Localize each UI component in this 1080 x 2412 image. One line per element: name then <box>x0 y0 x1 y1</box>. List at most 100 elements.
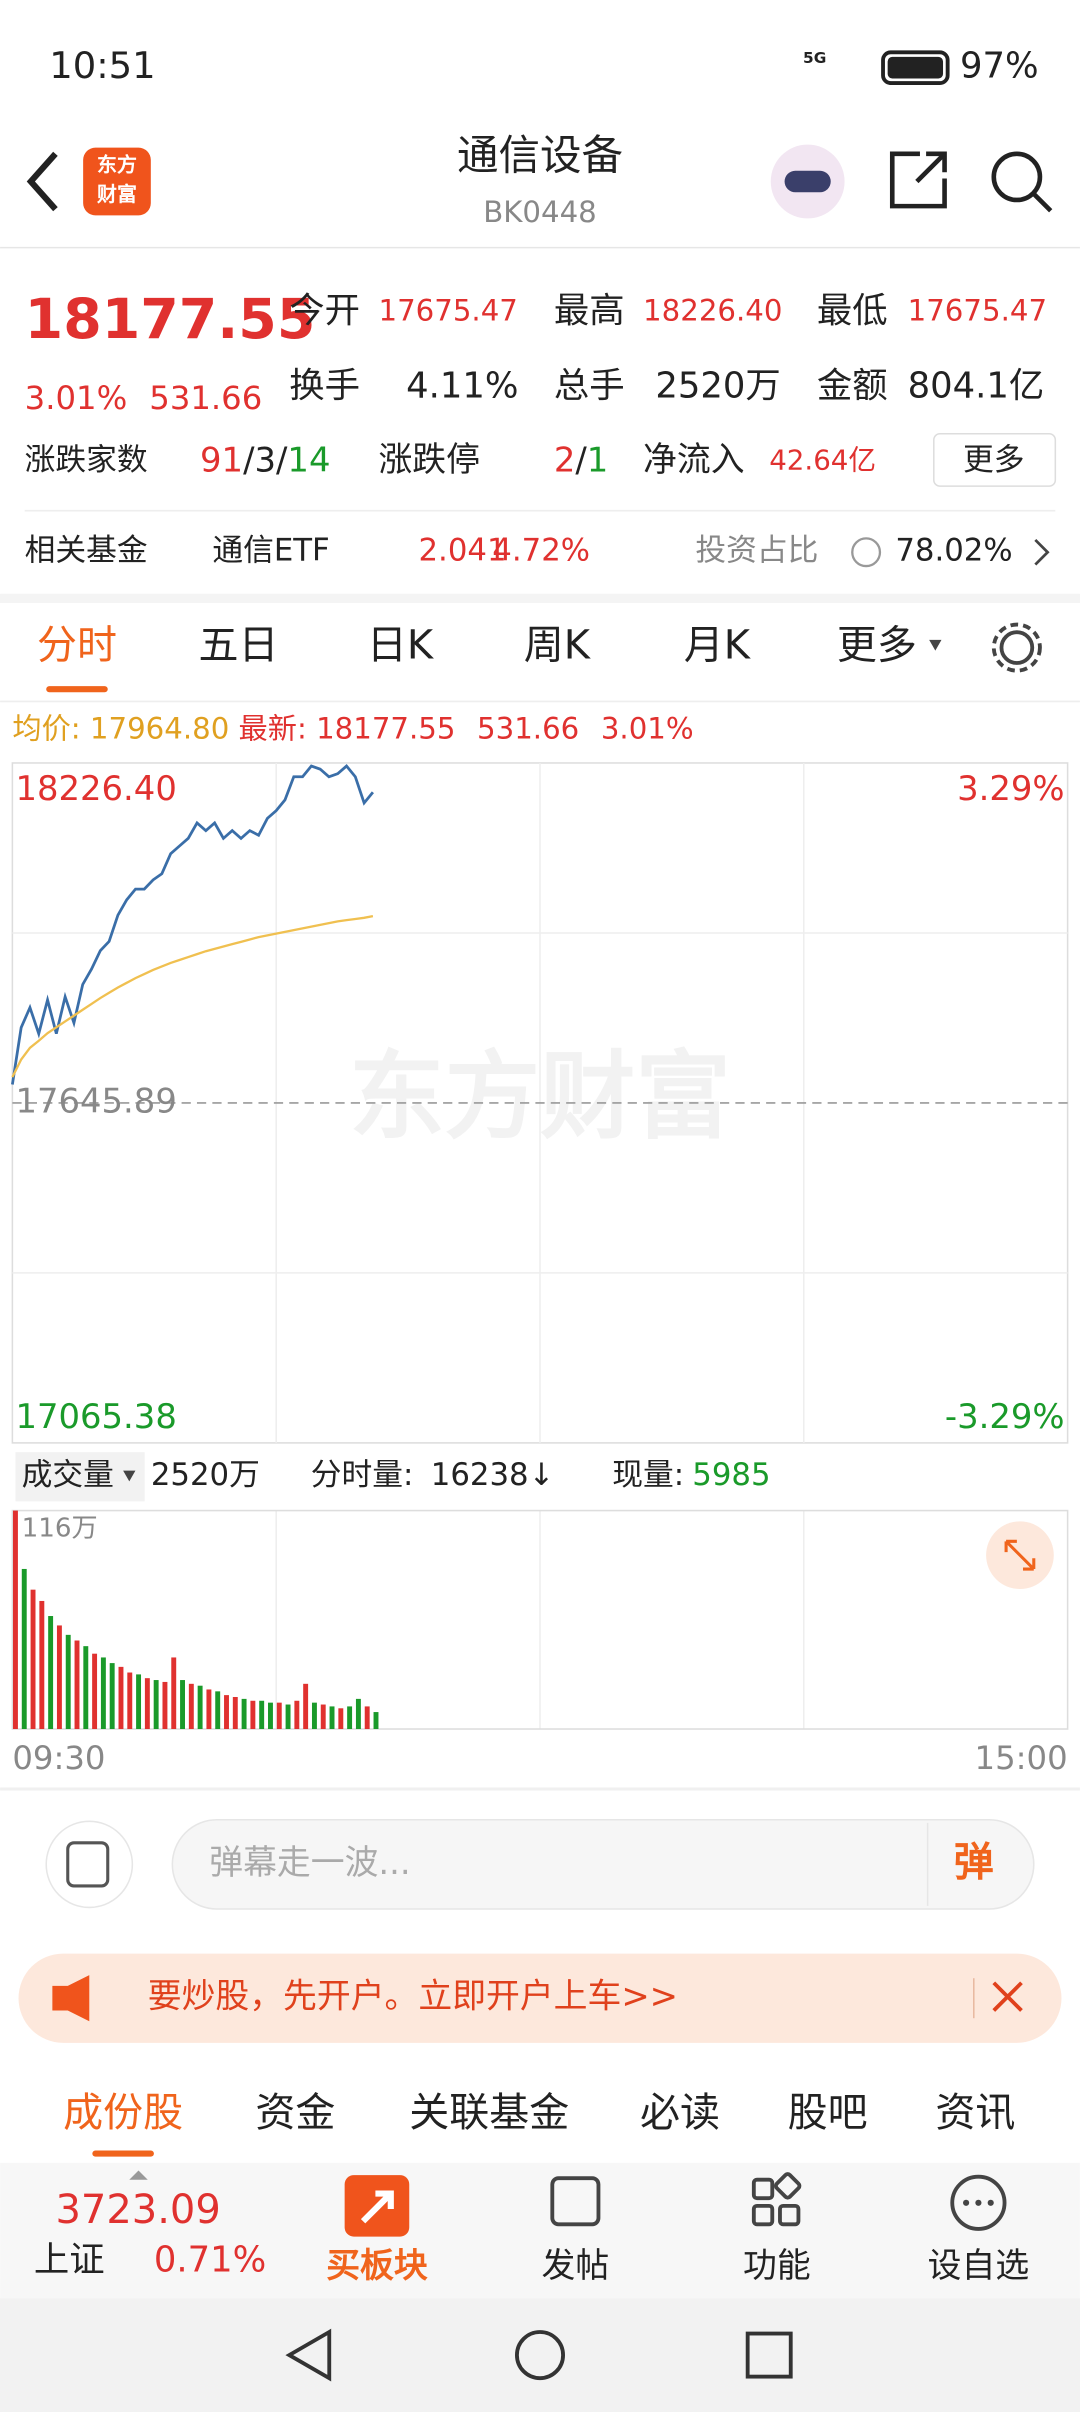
danmaku-toggle[interactable] <box>45 1820 134 1909</box>
bottom-tab[interactable]: 必读 <box>640 2090 720 2136</box>
y2-tick-label: -3.29% <box>945 1397 1065 1436</box>
index-name: 上证 <box>34 2239 105 2280</box>
volume-bar <box>153 1680 159 1730</box>
fund-name[interactable]: 通信ETF <box>212 533 329 569</box>
volume-total: 2520万 <box>151 1457 260 1493</box>
comment-input[interactable] <box>171 1818 1035 1910</box>
nav-item[interactable]: 功能 <box>743 2246 811 2285</box>
volume-label: 成交量 <box>22 1457 114 1493</box>
volume-bar <box>373 1712 379 1730</box>
danmaku-send[interactable]: 弹 <box>954 1839 994 1885</box>
volume-bar <box>92 1653 98 1730</box>
fund-ratio-label: 投资占比 <box>695 533 818 569</box>
limit-up: 2 <box>554 440 576 479</box>
bottom-tab[interactable]: 关联基金 <box>409 2090 569 2136</box>
volume-bar <box>144 1678 150 1730</box>
volume-chart: 116万 09:30 15:00 <box>12 1510 1068 1777</box>
y-tick-label: 18226.40 <box>15 769 176 808</box>
y-tick-label: 116万 <box>22 1514 98 1544</box>
share-button[interactable] <box>889 151 947 209</box>
help-icon[interactable] <box>851 537 882 568</box>
avg-label: 均价: <box>12 712 80 746</box>
volume-bar <box>109 1663 115 1730</box>
settings-teeth <box>991 622 1042 673</box>
back-button[interactable] <box>26 151 58 212</box>
volume-bar <box>65 1634 71 1730</box>
expand-icon <box>1004 1539 1036 1571</box>
status-battery: 97% <box>960 46 1039 87</box>
func-icon <box>751 2172 802 2227</box>
watchlist-icon <box>950 2174 1007 2231</box>
chart-tab[interactable]: 更多 <box>837 623 917 669</box>
watermark: 东方财富 <box>349 1041 730 1152</box>
chart-tab[interactable]: 周K <box>524 623 592 669</box>
chart-tab[interactable]: 日K <box>367 623 435 669</box>
last-change: 531.66 <box>477 712 579 746</box>
buy-sector-arrow <box>360 2190 394 2224</box>
nav-back[interactable] <box>285 2328 332 2382</box>
volume-bar <box>206 1689 212 1730</box>
price-line <box>11 764 374 1085</box>
volume-frame <box>11 1509 1069 1730</box>
megaphone-icon <box>52 1975 90 2022</box>
bottom-tab[interactable]: 成份股 <box>63 2090 183 2136</box>
volume-bar <box>294 1700 300 1730</box>
index-value: 3723.09 <box>55 2187 220 2233</box>
chart-tab[interactable]: 月K <box>684 623 752 669</box>
danmaku-icon <box>66 1841 110 1888</box>
field-value: 804.1亿 <box>908 366 1045 407</box>
nav-item[interactable]: 发帖 <box>542 2246 610 2285</box>
field-value: 2520万 <box>655 366 780 407</box>
nav-item[interactable]: 买板块 <box>326 2246 428 2285</box>
settings-button[interactable] <box>999 630 1035 665</box>
quote-price: 18177.55 <box>25 288 316 352</box>
quote-change: 531.66 <box>149 379 262 417</box>
banner-close[interactable] <box>992 1981 1023 2012</box>
field-label: 金额 <box>817 366 888 407</box>
chevron <box>1034 538 1050 566</box>
battery-icon <box>881 50 950 85</box>
volume-bar <box>21 1568 27 1730</box>
search-button[interactable] <box>991 151 1043 203</box>
chart-tab[interactable]: 五日 <box>199 623 279 669</box>
volume-bar <box>250 1700 256 1730</box>
volume-bar <box>136 1674 142 1730</box>
now-label: 现量: <box>612 1457 684 1493</box>
volume-bar <box>171 1657 177 1730</box>
x-tick-label: 09:30 <box>12 1739 105 1777</box>
status-network: 5G <box>803 49 826 67</box>
separator: / <box>575 440 587 479</box>
volume-selector[interactable] <box>15 1452 145 1502</box>
nav-recent[interactable] <box>745 2331 793 2379</box>
volume-bar <box>320 1704 326 1730</box>
logo[interactable] <box>83 147 151 216</box>
bottom-tab[interactable]: 股吧 <box>788 2090 868 2136</box>
page-title: 通信设备 <box>457 130 623 179</box>
last-value: 18177.55 <box>316 712 455 746</box>
volume-bar <box>39 1600 45 1730</box>
separator: / <box>243 440 255 479</box>
more-button[interactable] <box>933 433 1057 487</box>
price-chart: 18226.40 17645.89 17065.38 3.29% -3.29% <box>11 764 1068 1436</box>
quote-change-pct: 3.01% <box>25 379 128 417</box>
nav-home[interactable] <box>515 2330 565 2381</box>
comment-placeholder: 弹幕走一波... <box>209 1843 410 1882</box>
price-line <box>11 915 374 1078</box>
bottom-tab[interactable]: 资金 <box>255 2090 335 2136</box>
field-value: 18226.40 <box>643 293 782 327</box>
bottom-tab[interactable]: 资讯 <box>935 2090 1015 2136</box>
y-tick-label: 17645.89 <box>15 1081 176 1120</box>
banner-text: 要炒股，先开户。立即开户上车>> <box>148 1977 678 2016</box>
status-time: 10:51 <box>49 44 155 87</box>
minute-volume: 16238↓ <box>431 1457 555 1493</box>
nav-item[interactable]: 设自选 <box>928 2246 1029 2285</box>
now-volume: 5985 <box>692 1457 770 1493</box>
banner[interactable] <box>18 1953 1062 2043</box>
volume-bar <box>259 1700 265 1730</box>
assistant-face <box>784 170 831 193</box>
chart-tab[interactable]: 分时 <box>37 623 117 669</box>
volume-bar <box>48 1616 54 1730</box>
